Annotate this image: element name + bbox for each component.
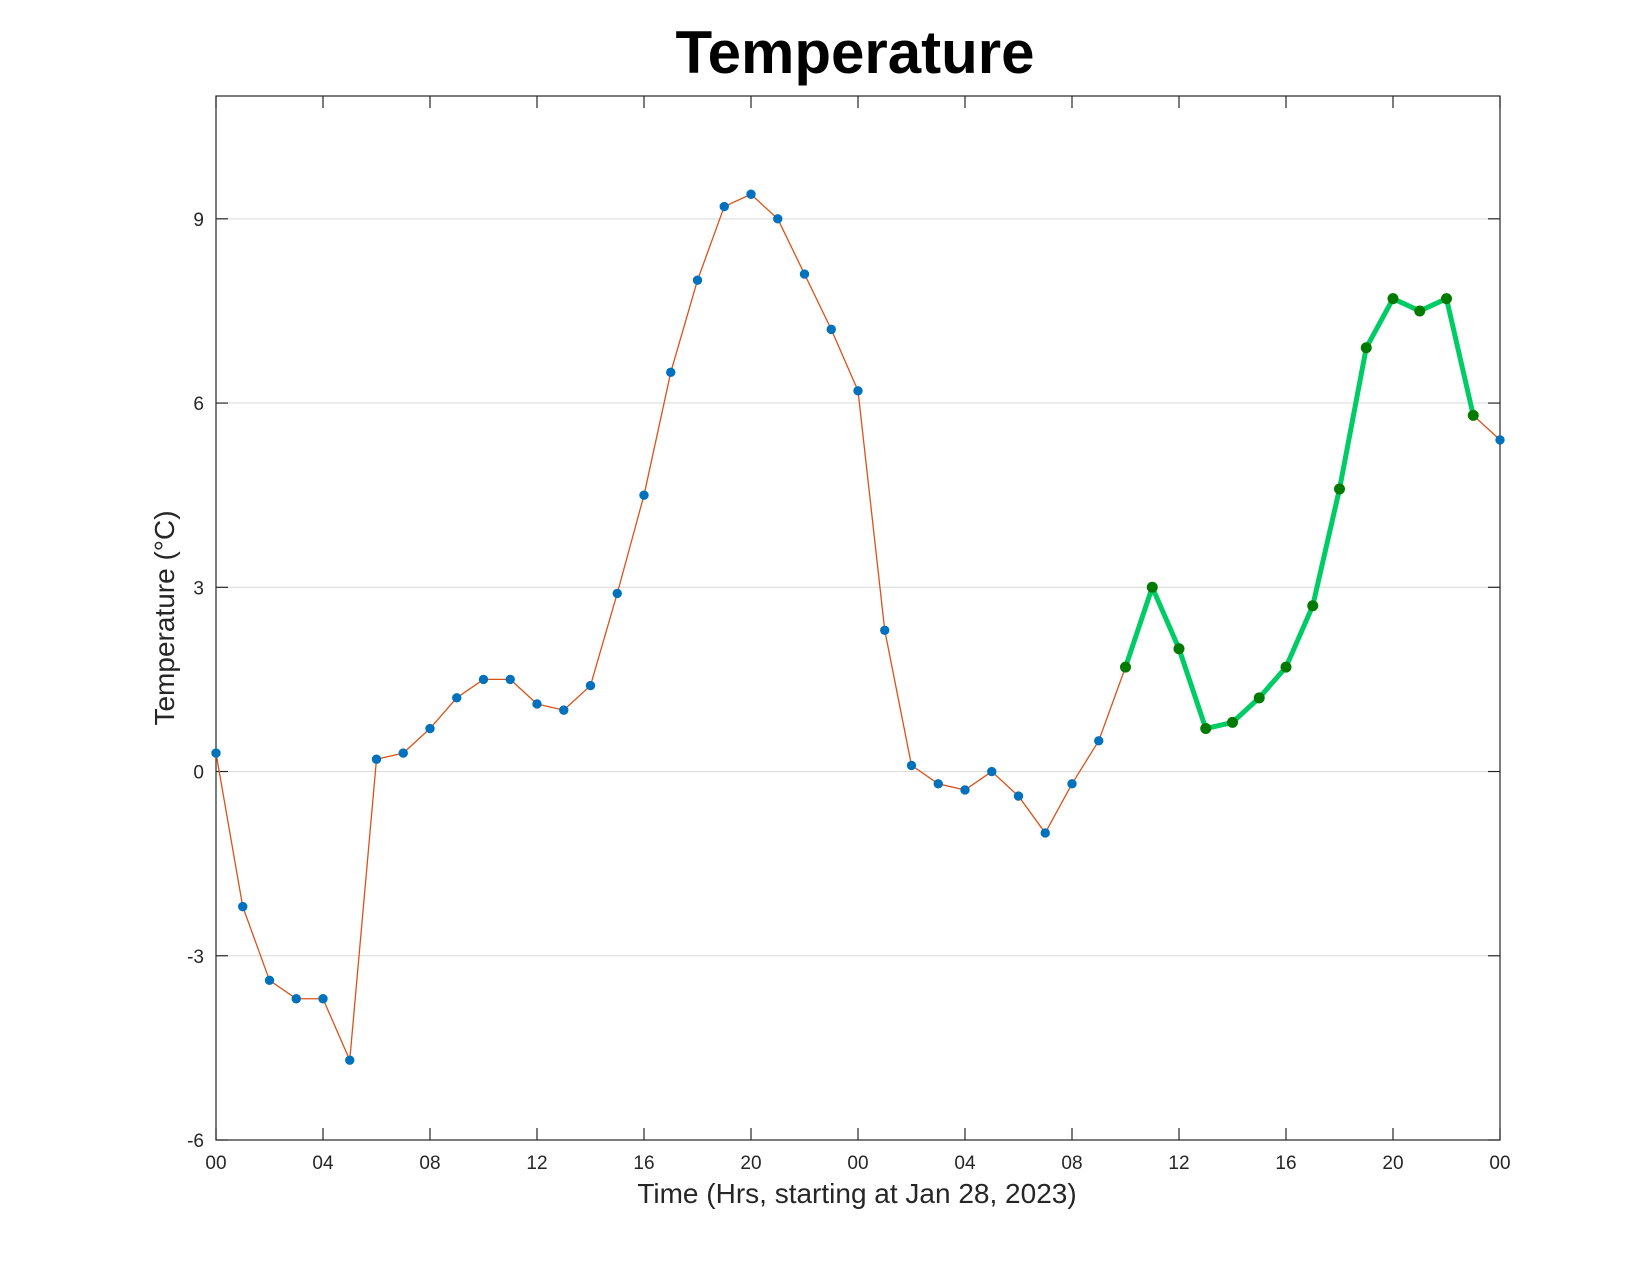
data-point — [559, 705, 569, 715]
data-point — [1441, 293, 1452, 305]
data-point — [853, 386, 863, 396]
data-point — [612, 588, 622, 599]
x-tick-label: 00 — [1489, 1153, 1510, 1174]
x-tick-label: 20 — [740, 1153, 761, 1174]
data-point — [505, 674, 515, 685]
data-point — [1120, 661, 1131, 673]
data-point — [585, 680, 596, 691]
data-point — [1414, 305, 1426, 317]
y-tick-label: 0 — [193, 763, 204, 784]
y-axis-label: Temperature (°C) — [149, 510, 180, 725]
data-point — [880, 625, 890, 635]
data-point — [1146, 581, 1158, 593]
data-point — [238, 901, 248, 912]
data-point — [639, 490, 649, 500]
data-point — [1280, 661, 1292, 673]
data-point — [826, 324, 836, 335]
data-point — [345, 1055, 355, 1065]
x-tick-label: 16 — [1275, 1153, 1296, 1174]
chart-title: Temperature — [675, 19, 1034, 86]
data-point — [452, 693, 462, 703]
data-point — [1067, 779, 1077, 789]
x-tick-label: 00 — [847, 1153, 868, 1174]
data-point — [318, 994, 328, 1004]
data-point — [1040, 828, 1050, 838]
data-point — [746, 189, 756, 199]
data-point — [1253, 692, 1265, 704]
data-point — [692, 275, 703, 285]
x-tick-label: 08 — [419, 1153, 440, 1174]
data-point — [1334, 483, 1345, 495]
data-series — [211, 189, 1505, 1065]
data-point — [960, 785, 970, 795]
data-point — [1227, 716, 1238, 728]
data-point — [211, 748, 221, 758]
data-point — [425, 723, 435, 734]
data-point — [666, 367, 676, 378]
data-point — [987, 766, 997, 777]
series-line — [1123, 296, 1476, 732]
x-tick-label: 16 — [633, 1153, 654, 1174]
y-tick-label: 6 — [193, 394, 204, 415]
x-tick-label: 04 — [954, 1153, 976, 1174]
data-point — [371, 754, 382, 764]
series-1 — [211, 189, 1505, 1065]
series-2 — [1120, 293, 1479, 735]
y-axis-tick-labels: -6 -3 0 3 6 9 — [187, 210, 204, 1152]
x-axis-tick-labels: 00 04 08 12 16 20 00 04 08 12 16 20 00 — [205, 1153, 1510, 1174]
y-tick-label: -3 — [187, 947, 204, 968]
x-tick-label: 12 — [526, 1153, 547, 1174]
data-point — [1495, 435, 1505, 445]
data-point — [478, 674, 489, 685]
data-point — [799, 269, 810, 279]
x-tick-label: 04 — [312, 1153, 334, 1174]
x-tick-label: 00 — [205, 1153, 226, 1174]
data-point — [933, 779, 943, 789]
x-tick-label: 20 — [1382, 1153, 1403, 1174]
data-point — [532, 699, 542, 709]
data-point — [291, 994, 301, 1004]
x-tick-label: 08 — [1061, 1153, 1082, 1174]
data-point — [398, 748, 408, 758]
series-line — [215, 193, 1501, 1061]
axis-ticks — [215, 96, 1501, 1141]
y-tick-label: 3 — [193, 578, 204, 599]
data-point — [1013, 791, 1024, 801]
grid-lines — [216, 218, 1500, 957]
data-point — [1200, 723, 1212, 735]
data-point — [773, 214, 783, 224]
y-tick-label: 9 — [193, 210, 204, 231]
x-axis-label: Time (Hrs, starting at Jan 28, 2023) — [637, 1178, 1076, 1209]
data-point — [1360, 342, 1372, 354]
data-point — [1307, 600, 1319, 612]
data-point — [1387, 293, 1399, 305]
x-tick-label: 12 — [1168, 1153, 1189, 1174]
data-point — [1467, 409, 1479, 421]
data-point — [906, 760, 917, 771]
data-point — [1173, 643, 1185, 655]
data-point — [264, 975, 275, 986]
data-point — [719, 201, 729, 212]
data-point — [1094, 736, 1104, 746]
y-tick-label: -6 — [187, 1131, 204, 1152]
